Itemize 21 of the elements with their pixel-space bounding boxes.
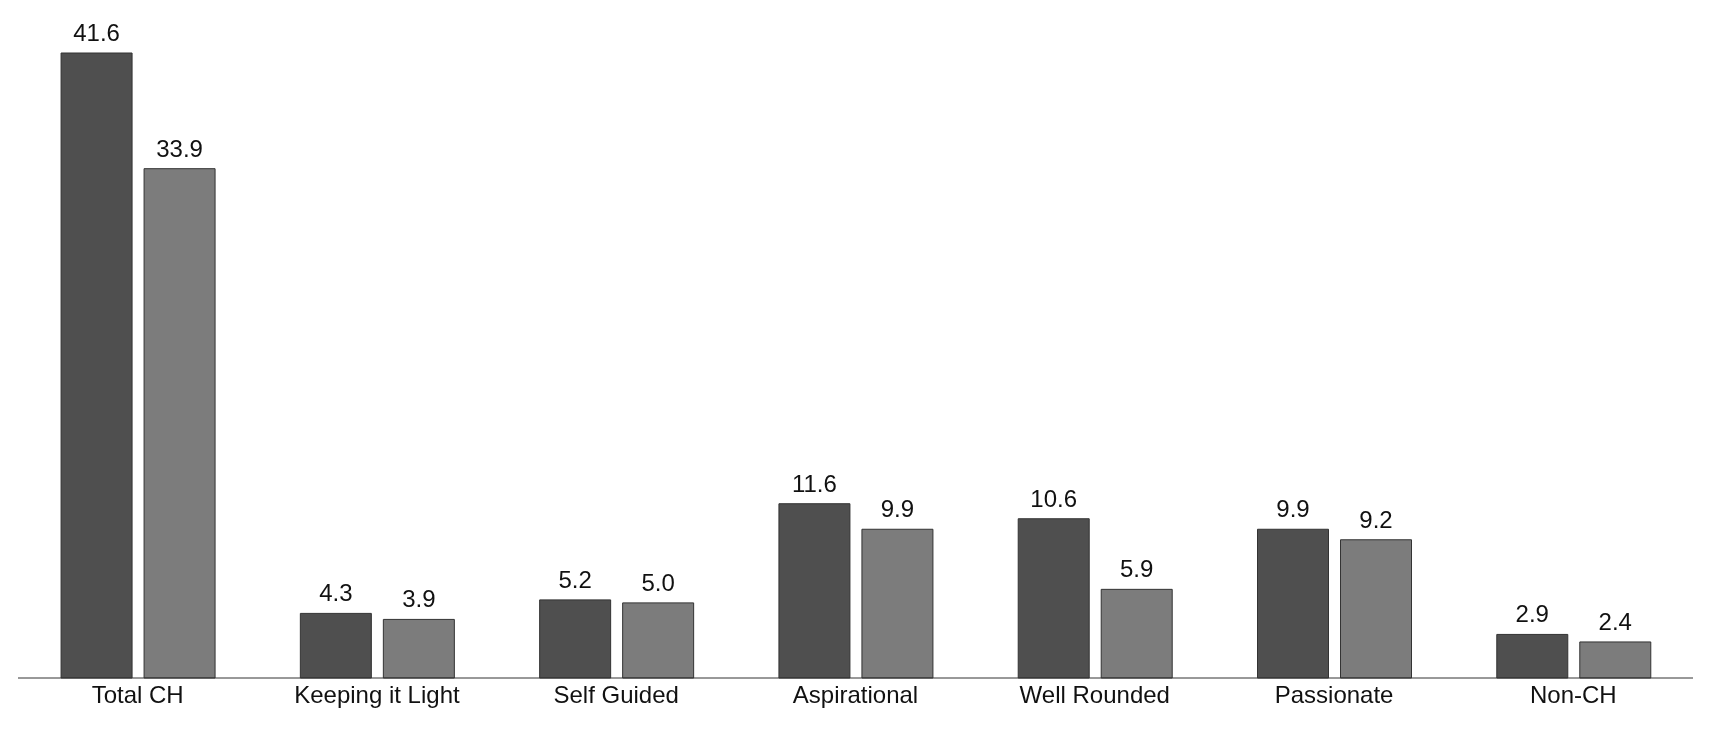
data-label: 33.9	[156, 134, 203, 162]
data-label: 2.9	[1515, 600, 1549, 628]
data-label: 5.9	[1120, 555, 1154, 583]
x-tick-label: Non-CH	[1530, 681, 1617, 709]
data-label: 41.6	[73, 19, 120, 46]
data-label: 10.6	[1030, 484, 1078, 512]
x-tick-label: Self Guided	[553, 681, 679, 709]
data-label: 9.2	[1359, 505, 1393, 533]
data-label: 2.4	[1598, 607, 1632, 635]
data-label: 9.9	[880, 495, 915, 523]
data-label: 3.9	[402, 585, 436, 613]
x-tick-label: Well Rounded	[1019, 681, 1170, 709]
data-label: 5.2	[558, 565, 592, 593]
data-label: 5.0	[641, 568, 675, 596]
data-label: 4.3	[319, 579, 353, 607]
x-tick-label: Total CH	[91, 681, 184, 709]
data-label: 11.6	[791, 469, 837, 497]
x-tick-label: Aspirational	[792, 681, 919, 709]
data-label: 9.9	[1276, 495, 1310, 523]
x-tick-label: Keeping it Light	[294, 681, 460, 709]
x-tick-label: Passionate	[1274, 681, 1394, 709]
